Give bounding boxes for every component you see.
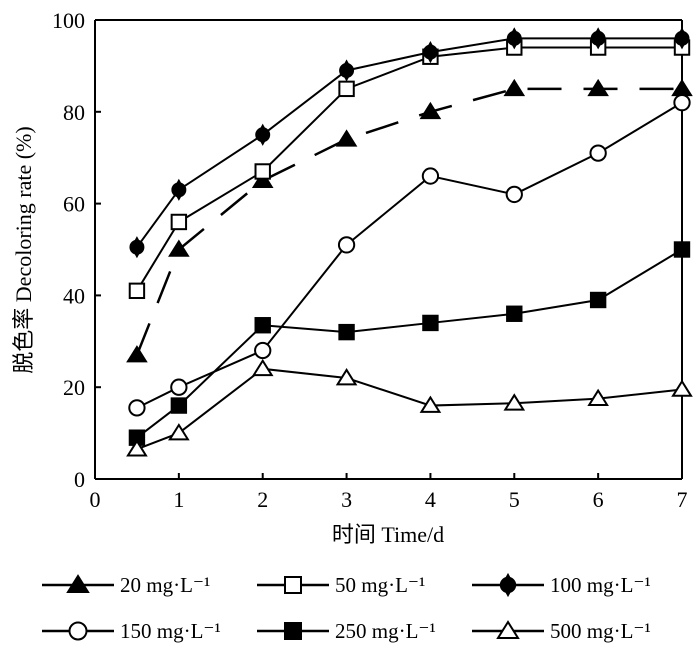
legend-label: 250 mg·L⁻¹: [335, 619, 436, 643]
legend-label: 20 mg·L⁻¹: [120, 573, 210, 597]
data-point: [128, 399, 146, 417]
data-point: [168, 239, 190, 257]
data-point: [424, 41, 437, 64]
data-point: [256, 123, 269, 146]
data-point: [673, 93, 691, 112]
series-5: [126, 358, 693, 457]
data-point: [170, 378, 188, 396]
legend-item: 500 mg·L⁻¹: [472, 619, 651, 643]
y-ticks: 0 20 40 60 80 100: [52, 8, 101, 492]
series-layer: [126, 27, 693, 457]
data-point: [419, 395, 442, 413]
x-tick-label: 7: [677, 487, 688, 512]
data-point: [422, 314, 439, 332]
legend-label: 100 mg·L⁻¹: [550, 573, 651, 597]
legend-item: 150 mg·L⁻¹: [42, 619, 221, 643]
legend-marker: [496, 620, 520, 639]
legend-label: 150 mg·L⁻¹: [120, 619, 221, 643]
data-point: [587, 78, 609, 97]
legend-item: 20 mg·L⁻¹: [42, 573, 210, 597]
data-point: [673, 241, 691, 258]
series-line: [136, 248, 683, 439]
series-2: [129, 27, 690, 259]
data-point: [592, 27, 605, 50]
y-tick-label: 20: [63, 375, 85, 400]
series-line: [136, 46, 682, 292]
data-point: [419, 101, 442, 120]
legend-item: 250 mg·L⁻¹: [257, 619, 436, 643]
y-tick-label: 60: [63, 192, 85, 217]
y-tick-label: 80: [63, 100, 85, 125]
data-point: [589, 144, 607, 162]
x-tick-label: 6: [593, 487, 604, 512]
x-tick-label: 4: [425, 487, 436, 512]
data-point: [126, 345, 148, 363]
x-tick-label: 3: [341, 487, 352, 512]
data-point: [506, 305, 523, 322]
data-point: [170, 213, 188, 231]
series-1: [128, 39, 691, 300]
data-point: [128, 282, 146, 300]
x-tick-label: 1: [173, 487, 184, 512]
y-tick-label: 40: [63, 283, 85, 308]
data-point: [254, 317, 271, 334]
x-ticks: 0 1 2 3 4 5 6 7: [90, 473, 688, 512]
data-point: [337, 236, 356, 254]
data-point: [335, 129, 358, 147]
series-3: [128, 93, 691, 417]
legend-label: 50 mg·L⁻¹: [335, 573, 425, 597]
x-axis-title: 时间 Time/d: [332, 522, 444, 547]
data-point: [589, 291, 607, 309]
legend-marker: [68, 621, 88, 641]
legend: 20 mg·L⁻¹ 50 mg·L⁻¹ 100 mg·L⁻¹ 150 mg·L⁻¹ 25…: [42, 572, 651, 643]
data-point: [172, 178, 185, 201]
data-point: [254, 163, 271, 180]
series-line: [135, 87, 682, 356]
legend-marker: [284, 622, 302, 640]
legend-marker: [66, 574, 90, 593]
series-4: [128, 241, 691, 446]
y-tick-label: 0: [74, 467, 85, 492]
series-line: [136, 101, 683, 409]
legend-marker: [501, 572, 515, 598]
series-line: [136, 37, 682, 248]
data-point: [505, 185, 523, 204]
data-point: [338, 323, 355, 341]
x-tick-label: 0: [90, 487, 101, 512]
data-point: [251, 170, 274, 188]
data-point: [503, 393, 526, 411]
data-point: [168, 423, 190, 441]
x-tick-label: 2: [257, 487, 268, 512]
legend-marker: [284, 576, 302, 594]
data-point: [508, 27, 521, 50]
data-point: [671, 78, 693, 97]
data-point: [338, 80, 355, 98]
legend-item: 100 mg·L⁻¹: [472, 572, 651, 598]
data-point: [671, 379, 693, 397]
data-point: [126, 439, 148, 457]
data-point: [335, 368, 358, 386]
data-point: [587, 388, 609, 406]
legend-label: 500 mg·L⁻¹: [550, 619, 651, 643]
legend-item: 50 mg·L⁻¹: [257, 573, 425, 597]
data-point: [421, 167, 440, 185]
data-point: [340, 59, 353, 82]
y-tick-label: 100: [52, 8, 85, 33]
data-point: [130, 236, 144, 259]
y-axis-title: 脱色率 Decoloring rate (%): [11, 126, 36, 373]
plot-area: 0 1 2 3 4 5 6 7 0 20 40 60 80 100: [52, 8, 693, 512]
x-tick-label: 5: [509, 487, 520, 512]
data-point: [503, 78, 526, 97]
series-line: [136, 367, 683, 451]
data-point: [254, 341, 272, 360]
data-point: [675, 27, 689, 50]
series-0: [126, 78, 693, 363]
data-point: [251, 358, 274, 377]
data-point: [170, 397, 188, 414]
